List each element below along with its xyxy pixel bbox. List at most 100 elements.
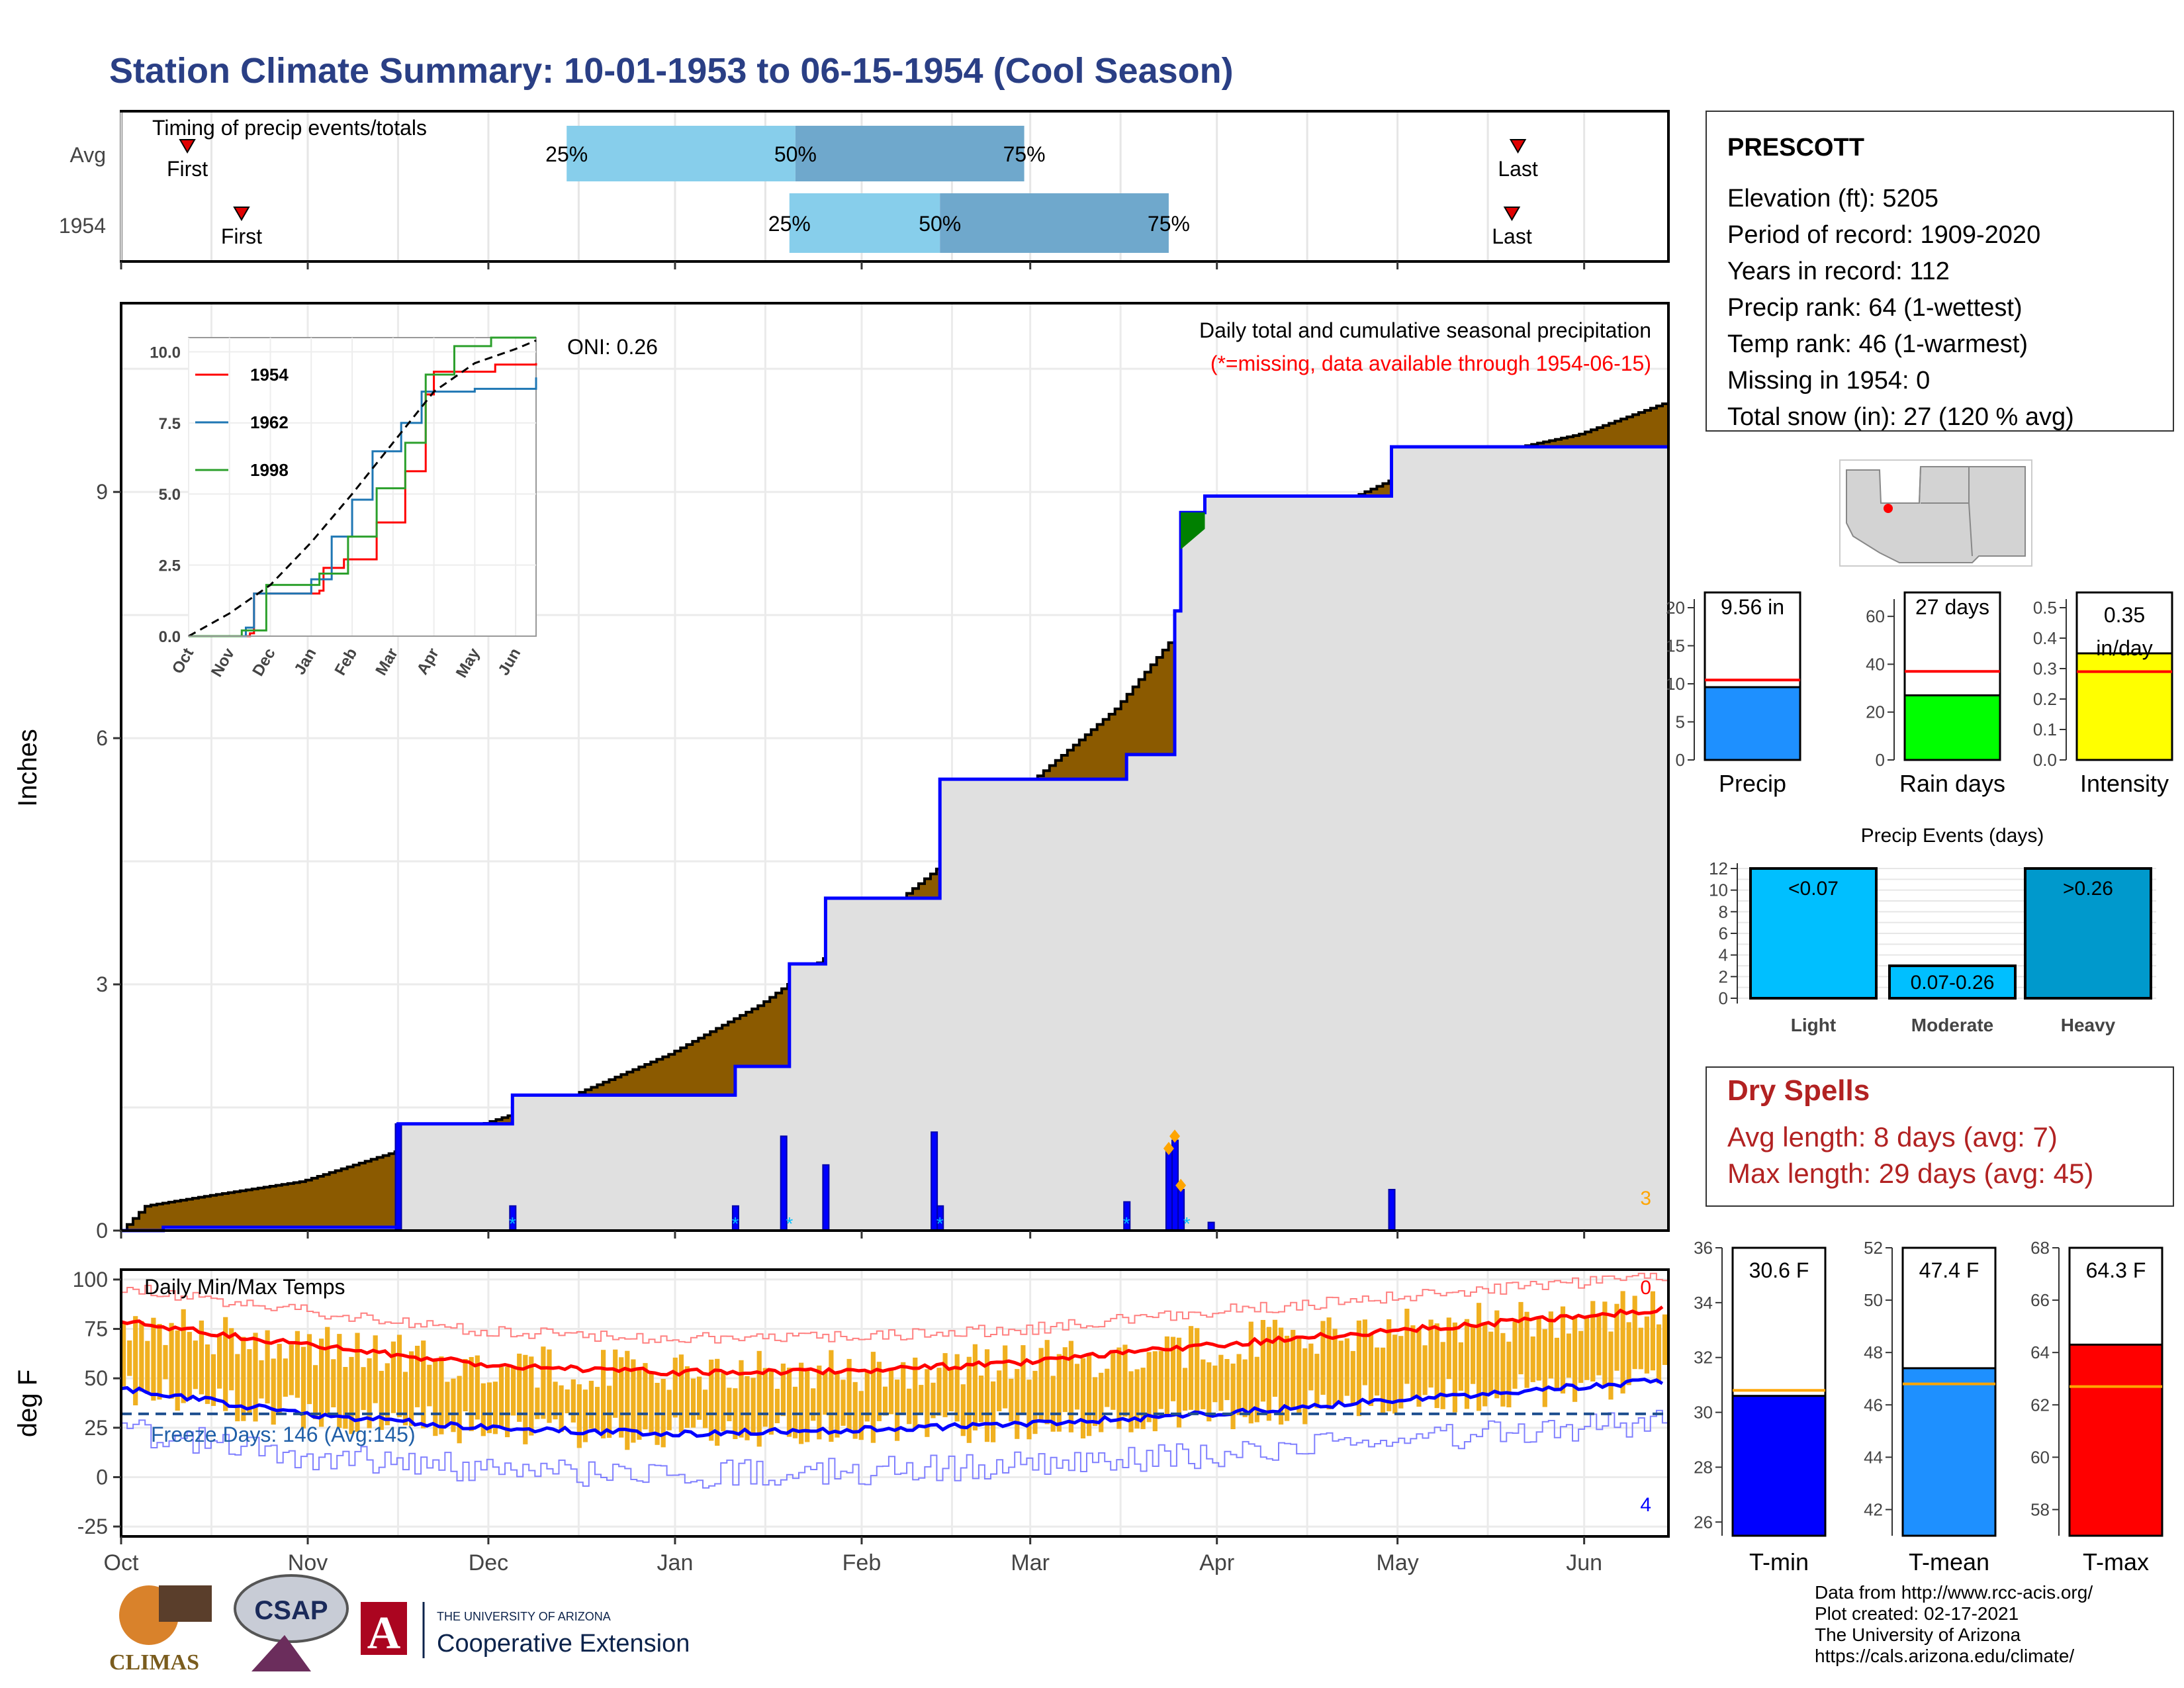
month-label: Jan	[657, 1550, 694, 1575]
temp-y-tick-label: 0	[96, 1465, 108, 1489]
dry-spells-box: Dry Spells Avg length: 8 days (avg: 7) M…	[1706, 1066, 2174, 1207]
temp-summary-tick-label: 64	[2030, 1342, 2050, 1362]
daily-temp-bar	[402, 1372, 408, 1426]
daily-temp-bar	[199, 1320, 204, 1395]
inset-grid	[188, 338, 536, 637]
daily-temp-bar	[1074, 1364, 1080, 1410]
daily-temp-bar	[355, 1333, 360, 1432]
csap-cloud-icon	[234, 1574, 349, 1643]
daily-temp-bar	[1602, 1301, 1608, 1385]
tmax-label: T-max	[2083, 1548, 2149, 1575]
daily-temp-bar	[1068, 1340, 1073, 1432]
daily-temp-bar	[997, 1370, 1002, 1411]
daily-temp-bar	[1314, 1354, 1320, 1409]
temp-summary-tick-label: 36	[1694, 1238, 1713, 1258]
daily-temp-bar	[439, 1356, 444, 1434]
daily-temp-bar	[966, 1356, 972, 1443]
daily-temp-bar	[1387, 1319, 1392, 1411]
temp-summary-tick-label: 42	[1864, 1499, 1883, 1519]
temp-title: Daily Min/Max Temps	[144, 1275, 345, 1299]
quartile-label: 25%	[545, 142, 588, 166]
daily-temp-bar	[1266, 1327, 1271, 1421]
daily-temp-bar	[1248, 1321, 1253, 1424]
daily-temp-bar	[127, 1340, 132, 1376]
daily-temp-bar	[121, 1321, 126, 1387]
summary-tick-label: 0.1	[2033, 720, 2057, 739]
daily-temp-bar	[829, 1350, 834, 1442]
daily-temp-bar	[978, 1376, 984, 1423]
summary-tick-label: 0.0	[2033, 750, 2057, 770]
above-average-patch	[1181, 512, 1205, 549]
state-borders	[1881, 466, 1973, 557]
events-bar-label: <0.07	[1788, 878, 1839, 900]
average-min-line	[120, 1378, 1664, 1438]
daily-temp-bar	[486, 1382, 492, 1433]
daily-temp-bar	[1506, 1341, 1512, 1407]
timing-title: Timing of precip events/totals	[152, 116, 427, 140]
first-event-label: First	[221, 224, 262, 248]
inset-y-tick-label: 0.0	[159, 628, 181, 646]
daily-temp-bar	[637, 1368, 642, 1440]
timing-row-1954-label: 1954	[59, 214, 106, 238]
daily-temp-bar	[1218, 1354, 1224, 1411]
summary-tick-label: 0.4	[2033, 628, 2057, 648]
temp-summary-tick-label: 52	[1864, 1238, 1883, 1258]
daily-temp-bar	[570, 1379, 576, 1423]
main-y-label: Inches	[13, 729, 42, 807]
daily-temp-bar	[1584, 1315, 1590, 1380]
temp-summary-tick-label: 58	[2030, 1499, 2050, 1519]
daily-temp-bar	[1254, 1356, 1259, 1423]
daily-temp-bar	[1398, 1336, 1404, 1409]
daily-temp-bar	[480, 1383, 486, 1436]
events-bar-label: 0.07-0.26	[1911, 972, 1995, 994]
events-cat-label: Moderate	[1911, 1015, 1993, 1035]
events-tick-label: 10	[1709, 880, 1728, 900]
daily-temp-bar	[1362, 1319, 1367, 1385]
events-tick-label: 0	[1719, 988, 1728, 1008]
tmean-value: 47.4 F	[1919, 1258, 1979, 1282]
temp-summary-tick-label: 28	[1694, 1457, 1713, 1477]
summary-tick-label: 40	[1866, 654, 1885, 674]
daily-temp-bar	[1542, 1329, 1547, 1407]
daily-temp-bar	[607, 1385, 612, 1438]
daily-temp-bar	[145, 1340, 150, 1394]
inset-y-tick-label: 10.0	[150, 344, 181, 361]
daily-temp-bar	[409, 1351, 414, 1427]
events-tick-label: 2	[1719, 966, 1728, 986]
daily-temp-bar	[1201, 1359, 1206, 1409]
daily-temp-bar	[187, 1332, 192, 1400]
daily-precip-bar	[1165, 1148, 1173, 1231]
daily-temp-bar	[1446, 1317, 1451, 1380]
daily-temp-bar	[511, 1367, 516, 1416]
daily-temp-bar	[858, 1391, 864, 1440]
daily-temp-bar	[337, 1334, 342, 1428]
main-precip-chart: * * * * * * 0 3 6 9 Inches Daily total and cumul…	[13, 302, 1670, 1243]
temperature-summary-charts: 26 28 30 32 34 36 42 44 46 48 50 52 58 60 62 64 66 68	[1694, 1238, 2163, 1537]
daily-temp-bar	[265, 1330, 270, 1404]
summary-tick-label: 10	[1666, 674, 1685, 694]
inset-y-tick-label: 2.5	[159, 557, 181, 575]
daily-temp-bar	[247, 1349, 252, 1413]
daily-temp-bar	[613, 1349, 618, 1418]
daily-temp-bar	[811, 1388, 816, 1421]
daily-temp-bar	[643, 1363, 648, 1430]
daily-temp-bar	[361, 1367, 366, 1411]
station-line: Missing in 1954: 0	[1727, 367, 1930, 395]
daily-temp-bar	[672, 1357, 678, 1418]
daily-temp-bar	[1464, 1319, 1470, 1409]
climas-logo: CLIMAS	[109, 1585, 212, 1675]
daily-temp-bar	[565, 1389, 570, 1413]
daily-temp-bar	[1614, 1303, 1619, 1371]
snow-markers: * * * * * *	[509, 1129, 1191, 1234]
summary-tick-label: 5	[1676, 712, 1685, 732]
events-tick-label: 4	[1719, 945, 1728, 965]
month-label: Dec	[469, 1550, 508, 1575]
daily-temp-bar	[1302, 1348, 1308, 1425]
inset-legend-label: 1962	[250, 412, 289, 432]
daily-temp-bar	[1122, 1344, 1128, 1417]
daily-temp-bar	[727, 1387, 732, 1421]
station-line: Precip rank: 64 (1-wettest)	[1727, 294, 2023, 322]
daily-temp-bar	[907, 1388, 912, 1425]
events-tick-label: 12	[1709, 859, 1728, 878]
daily-temp-bar	[175, 1330, 180, 1411]
